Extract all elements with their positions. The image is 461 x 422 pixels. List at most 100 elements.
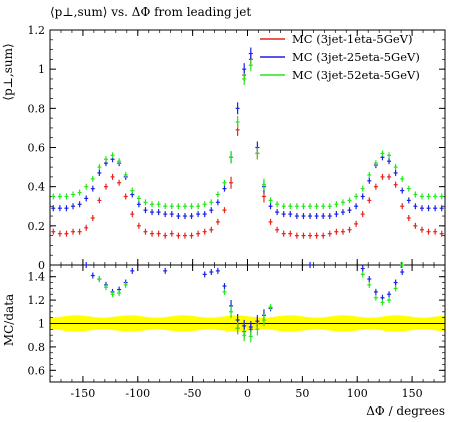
ratio-y-tick-label: 1 <box>38 318 45 331</box>
main-point-s3 <box>110 152 115 159</box>
main-point-s1 <box>57 230 62 237</box>
main-point-s1 <box>90 215 95 221</box>
ratio-point-s2 <box>222 283 227 290</box>
main-y-tick-label: 0.6 <box>28 142 46 155</box>
main-point-s1 <box>281 230 286 237</box>
main-point-s2 <box>294 213 299 220</box>
ratio-point-s2 <box>393 279 398 286</box>
ratio-point-s2 <box>90 272 95 279</box>
main-y-tick-label: 0.4 <box>28 181 46 194</box>
main-point-s2 <box>57 205 62 212</box>
ratio-point-s3 <box>268 304 273 311</box>
main-point-s3 <box>242 72 247 85</box>
main-point-s3 <box>419 193 424 200</box>
main-point-s1 <box>400 203 405 210</box>
main-point-s2 <box>51 205 56 212</box>
ratio-point-s3 <box>110 291 115 298</box>
main-point-s2 <box>367 177 372 184</box>
main-point-s1 <box>314 232 319 239</box>
main-point-s2 <box>189 213 194 220</box>
main-point-s3 <box>57 193 62 200</box>
ratio-point-s2 <box>400 269 405 276</box>
main-point-s2 <box>150 209 155 216</box>
main-point-s3 <box>373 160 378 167</box>
main-point-s3 <box>294 203 299 210</box>
main-point-s2 <box>169 211 174 218</box>
main-point-s2 <box>433 205 438 212</box>
main-point-s2 <box>400 187 405 194</box>
main-point-s2 <box>413 203 418 210</box>
main-plot-ylabel: ⟨p⊥,sum⟩ <box>1 43 15 100</box>
main-point-s2 <box>143 207 148 214</box>
ratio-point-s3 <box>103 284 108 291</box>
main-point-s3 <box>413 191 418 198</box>
main-point-s3 <box>301 203 306 210</box>
ratio-point-s2 <box>130 267 135 274</box>
main-point-s2 <box>156 209 161 216</box>
main-point-s3 <box>235 116 240 129</box>
main-point-s1 <box>209 226 214 233</box>
ratio-point-s3 <box>393 285 398 292</box>
ratio-point-s3 <box>387 297 392 304</box>
main-point-s3 <box>84 183 89 190</box>
x-tick-label: 0 <box>244 387 251 400</box>
ratio-point-s2 <box>84 262 89 268</box>
main-point-s3 <box>281 203 286 210</box>
ratio-point-s3 <box>373 294 378 301</box>
ratio-y-tick-label: 0.8 <box>28 341 46 354</box>
main-point-s3 <box>314 203 319 210</box>
legend: MC (3jet-1eta-5GeV) MC (3jet-25eta-5GeV)… <box>260 32 420 82</box>
main-point-s3 <box>393 164 398 171</box>
ratio-y-tick-label: 1.2 <box>28 294 46 307</box>
main-point-s1 <box>169 230 174 237</box>
main-point-s3 <box>275 201 280 208</box>
main-point-s1 <box>426 228 431 235</box>
main-point-s1 <box>340 228 345 235</box>
ratio-plot-xlabel: ΔΦ / degrees <box>366 404 445 418</box>
ratio-point-s3 <box>367 281 372 288</box>
ratio-point-s3 <box>360 271 365 278</box>
main-point-s3 <box>347 197 352 204</box>
main-point-s1 <box>156 230 161 237</box>
main-point-s2 <box>202 211 207 218</box>
main-point-s1 <box>347 226 352 233</box>
main-point-s3 <box>406 185 411 192</box>
main-point-s2 <box>235 102 240 115</box>
ratio-point-s3 <box>248 330 253 343</box>
main-point-s3 <box>130 187 135 194</box>
main-point-s2 <box>64 205 69 212</box>
main-point-s3 <box>340 199 345 206</box>
main-point-s3 <box>261 178 266 191</box>
main-point-s2 <box>222 185 227 192</box>
main-point-s3 <box>97 164 102 171</box>
main-point-s1 <box>367 197 372 204</box>
main-point-s3 <box>288 203 293 210</box>
main-plot-series <box>51 47 444 239</box>
ratio-y-tick-label: 1.4 <box>28 271 46 284</box>
main-point-s2 <box>327 213 332 220</box>
main-point-s2 <box>354 203 359 210</box>
main-point-s2 <box>334 211 339 218</box>
main-point-s1 <box>202 228 207 235</box>
main-point-s1 <box>360 211 365 218</box>
main-point-s2 <box>360 193 365 200</box>
main-point-s3 <box>182 203 187 210</box>
ratio-point-s3 <box>123 281 128 288</box>
main-point-s2 <box>176 213 181 220</box>
main-point-s3 <box>400 175 405 182</box>
main-point-s3 <box>215 191 220 198</box>
ratio-point-s3 <box>400 262 405 268</box>
main-point-s1 <box>373 183 378 190</box>
main-point-s2 <box>439 205 444 212</box>
ratio-point-s3 <box>97 276 102 283</box>
main-point-s3 <box>308 203 313 210</box>
ratio-point-s2 <box>373 288 378 295</box>
main-point-s1 <box>327 230 332 237</box>
main-point-s2 <box>308 213 313 220</box>
main-point-s3 <box>426 193 431 200</box>
ratio-plot-series <box>84 262 405 343</box>
main-point-s2 <box>196 211 201 218</box>
ratio-point-s3 <box>229 305 234 318</box>
x-tick-label: -100 <box>125 387 150 400</box>
